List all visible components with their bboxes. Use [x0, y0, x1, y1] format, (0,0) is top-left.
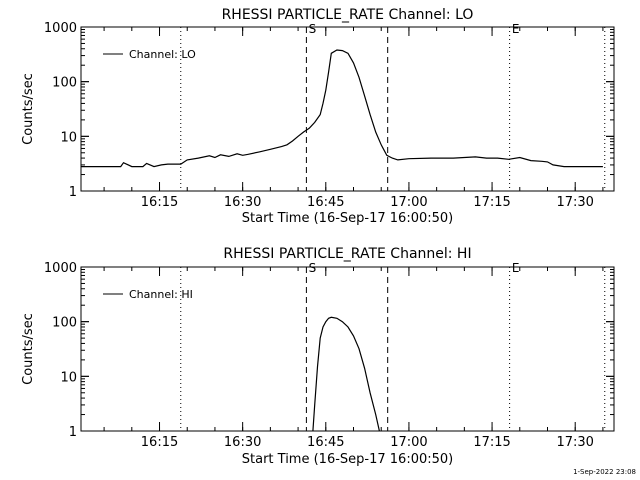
legend-label: Channel: LO: [129, 48, 196, 61]
y-tick-label: 1000: [44, 261, 77, 276]
x-tick-label: 16:45: [307, 195, 344, 210]
x-tick-label: 17:15: [473, 435, 510, 450]
x-tick-label: 16:45: [307, 435, 344, 450]
x-tick-label: 17:00: [390, 435, 427, 450]
y-tick-label: 100: [52, 76, 77, 91]
y-axis-label: Counts/sec: [21, 313, 36, 385]
y-tick-label: 1: [69, 425, 77, 440]
series-line: [312, 316, 380, 431]
y-tick-label: 10: [60, 130, 77, 145]
footer-timestamp: 1-Sep-2022 23:08: [573, 468, 636, 476]
series-line: [81, 49, 603, 168]
x-tick-label: 16:30: [224, 435, 261, 450]
chart-title: RHESSI PARTICLE_RATE Channel: HI: [223, 246, 471, 262]
chart-title: RHESSI PARTICLE_RATE Channel: LO: [222, 7, 474, 23]
x-tick-label: 16:30: [224, 195, 261, 210]
x-tick-label: 16:15: [141, 435, 178, 450]
legend-label: Channel: HI: [129, 288, 193, 301]
x-tick-label: 17:00: [390, 195, 427, 210]
y-tick-label: 10: [60, 370, 77, 385]
x-axis-label: Start Time (16-Sep-17 16:00:50): [242, 452, 453, 467]
marker-label: S: [309, 22, 317, 36]
marker-label: E: [512, 22, 520, 36]
plot-frame: [80, 266, 615, 432]
plot-frame: [80, 26, 615, 192]
y-tick-label: 1: [69, 185, 77, 200]
y-axis-label: Counts/sec: [21, 73, 36, 145]
x-tick-label: 17:30: [556, 195, 593, 210]
marker-label: E: [512, 261, 520, 275]
y-tick-label: 1000: [44, 21, 77, 36]
chart-panel-lo: RHESSI PARTICLE_RATE Channel: LO 1 10 100 10…: [21, 7, 615, 226]
x-axis-label: Start Time (16-Sep-17 16:00:50): [242, 211, 453, 226]
marker-label: S: [309, 261, 317, 275]
y-tick-label: 100: [52, 316, 77, 331]
x-tick-label: 17:30: [556, 435, 593, 450]
x-tick-label: 16:15: [141, 195, 178, 210]
chart-panel-hi: RHESSI PARTICLE_RATE Channel: HI 1 10 100 10…: [21, 246, 615, 467]
x-tick-label: 17:15: [473, 195, 510, 210]
